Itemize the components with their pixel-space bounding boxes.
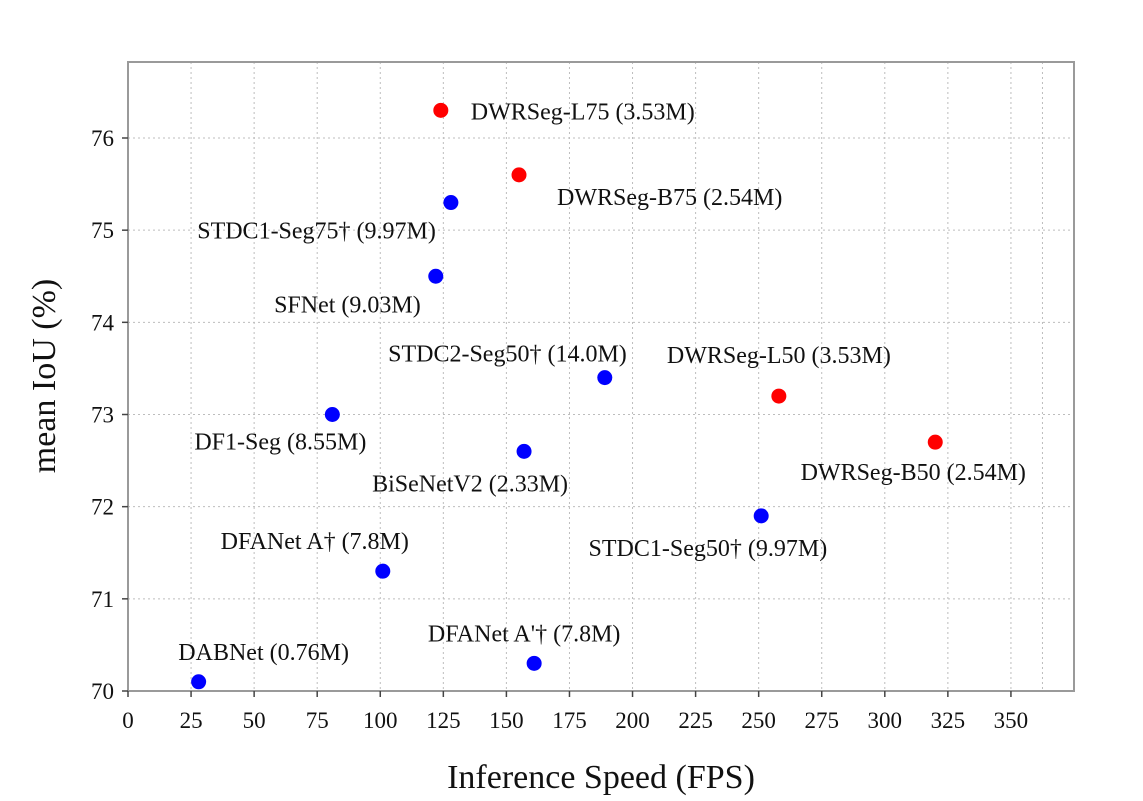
data-point	[753, 508, 769, 524]
point-label: STDC1-Seg50† (9.97M)	[589, 536, 828, 562]
x-tick-label: 275	[804, 708, 839, 733]
data-point	[191, 674, 207, 690]
data-point	[375, 563, 391, 579]
point-label: DF1-Seg (8.55M)	[194, 430, 366, 456]
data-point	[443, 195, 459, 211]
data-point	[511, 167, 527, 183]
data-points	[191, 102, 943, 690]
point-label: DWRSeg-L50 (3.53M)	[667, 343, 891, 369]
point-label: STDC1-Seg75† (9.97M)	[197, 219, 436, 245]
data-point	[526, 655, 542, 671]
point-label: DABNet (0.76M)	[178, 640, 349, 666]
axis-ticks: 0 25 50 75 100 125 150 175 200 225 250 275 300 325 350…	[91, 126, 1028, 733]
point-label: STDC2-Seg50† (14.0M)	[388, 342, 627, 368]
data-point	[428, 268, 444, 284]
point-label: DWRSeg-L75 (3.53M)	[471, 99, 695, 125]
y-tick-label: 74	[91, 310, 115, 335]
x-tick-label: 250	[741, 708, 776, 733]
data-point	[516, 443, 532, 459]
x-tick-label: 125	[426, 708, 461, 733]
data-point	[597, 370, 613, 386]
point-label: SFNet (9.03M)	[274, 292, 421, 318]
y-tick-label: 71	[91, 587, 114, 612]
x-tick-label: 75	[306, 708, 329, 733]
x-tick-label: 150	[489, 708, 524, 733]
data-point	[927, 434, 943, 450]
data-labels: DWRSeg-L75 (3.53M) DWRSeg-B75 (2.54M) STDC…	[178, 99, 1026, 665]
point-label: DWRSeg-B75 (2.54M)	[557, 185, 782, 211]
data-point	[433, 102, 449, 118]
x-tick-label: 325	[931, 708, 966, 733]
y-tick-label: 76	[91, 126, 114, 151]
x-tick-label: 50	[243, 708, 266, 733]
point-label: DFANet A† (7.8M)	[221, 529, 409, 555]
data-point	[771, 388, 787, 404]
plot-frame	[127, 61, 1075, 692]
x-axis-title: Inference Speed (FPS)	[447, 759, 755, 796]
x-tick-label: 350	[994, 708, 1029, 733]
x-tick-label: 300	[868, 708, 903, 733]
y-tick-label: 75	[91, 218, 114, 243]
x-tick-label: 100	[363, 708, 398, 733]
point-label: DWRSeg-B50 (2.54M)	[801, 460, 1026, 486]
x-tick-label: 175	[552, 708, 587, 733]
x-tick-label: 225	[678, 708, 713, 733]
x-tick-label: 200	[615, 708, 650, 733]
x-tick-label: 0	[122, 708, 134, 733]
y-axis-title: mean IoU (%)	[26, 279, 63, 473]
y-tick-label: 72	[91, 495, 114, 520]
x-tick-label: 25	[180, 708, 203, 733]
point-label: BiSeNetV2 (2.33M)	[372, 471, 568, 497]
y-tick-label: 73	[91, 403, 114, 428]
point-label: DFANet A'† (7.8M)	[428, 621, 621, 647]
y-tick-label: 70	[91, 679, 114, 704]
data-point	[324, 407, 340, 422]
